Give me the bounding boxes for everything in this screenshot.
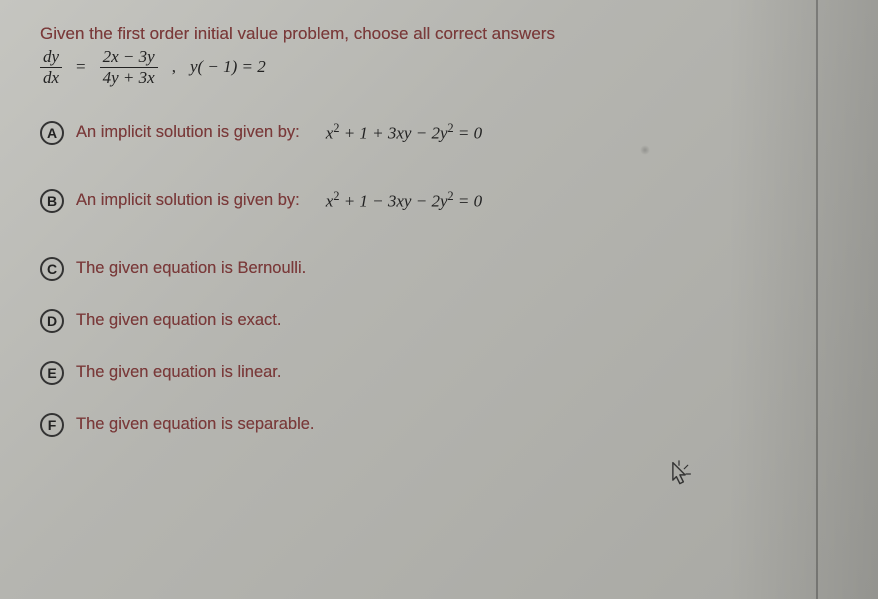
option-letter-circle: B <box>40 189 64 213</box>
rhs-num: 2x − 3y <box>100 48 158 66</box>
option-letter-circle: F <box>40 413 64 437</box>
paper-surface: Given the first order initial value prob… <box>0 0 878 599</box>
equals-sign: = <box>76 57 86 77</box>
option-text: An implicit solution is given by: <box>76 123 300 142</box>
option-c[interactable]: C The given equation is Bernoulli. <box>40 257 838 281</box>
option-letter-circle: C <box>40 257 64 281</box>
question-stem: Given the first order initial value prob… <box>40 24 838 44</box>
option-e[interactable]: E The given equation is linear. <box>40 361 838 385</box>
lhs-num: dy <box>40 48 62 66</box>
option-text: The given equation is linear. <box>76 363 281 382</box>
option-math: x2 + 1 + 3xy − 2y2 = 0 <box>326 121 482 144</box>
option-letter-circle: E <box>40 361 64 385</box>
ode-equation: dy dx = 2x − 3y 4y + 3x , y( − 1) = 2 <box>40 48 838 87</box>
option-a[interactable]: A An implicit solution is given by: x2 + 1… <box>40 121 838 145</box>
lhs-fraction: dy dx <box>40 48 62 87</box>
option-letter-circle: A <box>40 121 64 145</box>
rhs-den: 4y + 3x <box>100 69 158 87</box>
options-list: A An implicit solution is given by: x2 + 1… <box>40 121 838 437</box>
option-text: The given equation is Bernoulli. <box>76 259 306 278</box>
option-letter-circle: D <box>40 309 64 333</box>
option-text: The given equation is separable. <box>76 415 315 434</box>
option-text: An implicit solution is given by: <box>76 191 300 210</box>
question-content: Given the first order initial value prob… <box>40 24 838 465</box>
rhs-fraction: 2x − 3y 4y + 3x <box>100 48 158 87</box>
lhs-den: dx <box>40 69 62 87</box>
option-f[interactable]: F The given equation is separable. <box>40 413 838 437</box>
option-text: The given equation is exact. <box>76 311 281 330</box>
pointer-cursor-icon <box>665 460 693 488</box>
initial-condition: y( − 1) = 2 <box>190 57 266 77</box>
option-math: x2 + 1 − 3xy − 2y2 = 0 <box>326 189 482 212</box>
option-d[interactable]: D The given equation is exact. <box>40 309 838 333</box>
option-b[interactable]: B An implicit solution is given by: x2 + 1… <box>40 189 838 213</box>
separator-comma: , <box>172 57 176 77</box>
